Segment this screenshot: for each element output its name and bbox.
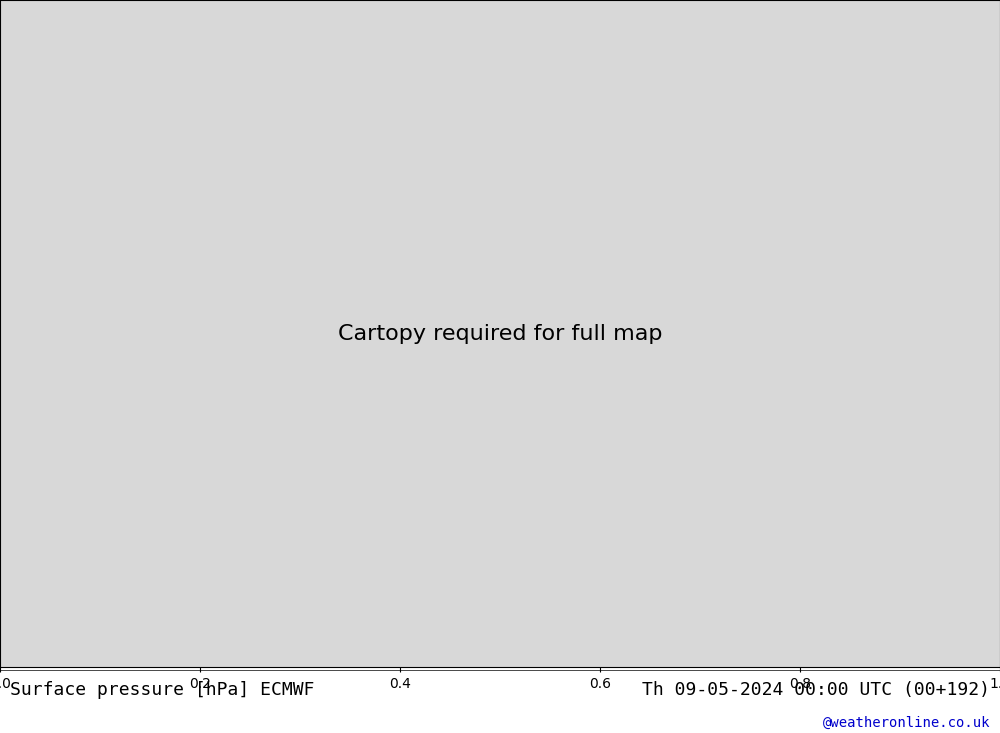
Text: Surface pressure [hPa] ECMWF: Surface pressure [hPa] ECMWF — [10, 681, 314, 699]
Text: Cartopy required for full map: Cartopy required for full map — [338, 323, 662, 344]
Text: @weatheronline.co.uk: @weatheronline.co.uk — [822, 716, 990, 730]
Text: Th 09-05-2024 00:00 UTC (00+192): Th 09-05-2024 00:00 UTC (00+192) — [642, 681, 990, 699]
